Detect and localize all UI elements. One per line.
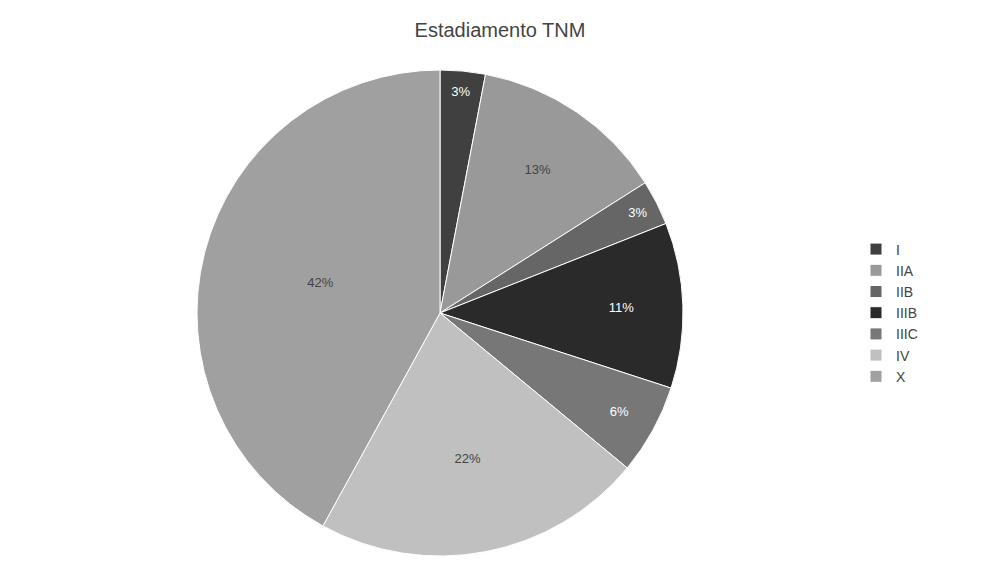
svg-text:IIB: IIB bbox=[896, 284, 913, 300]
svg-text:I: I bbox=[896, 242, 900, 258]
svg-text:11%: 11% bbox=[609, 300, 634, 315]
svg-text:IIA: IIA bbox=[896, 263, 914, 279]
svg-text:IIIC: IIIC bbox=[896, 326, 918, 342]
svg-text:6%: 6% bbox=[610, 404, 629, 419]
svg-text:IV: IV bbox=[896, 348, 910, 364]
svg-text:IIIB: IIIB bbox=[896, 305, 917, 321]
svg-text:42%: 42% bbox=[307, 275, 333, 290]
svg-text:13%: 13% bbox=[525, 162, 551, 177]
svg-text:3%: 3% bbox=[451, 84, 470, 99]
svg-text:22%: 22% bbox=[455, 451, 481, 466]
svg-text:X: X bbox=[896, 369, 906, 385]
svg-text:3%: 3% bbox=[628, 205, 647, 220]
svg-text:Estadiamento TNM: Estadiamento TNM bbox=[415, 19, 586, 41]
